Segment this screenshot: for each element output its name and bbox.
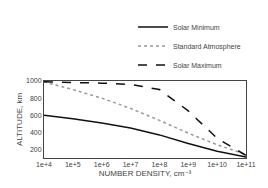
svg-text:200: 200: [30, 146, 42, 153]
svg-text:Standard Atmosphere: Standard Atmosphere: [173, 43, 241, 51]
svg-text:Solar Maximum: Solar Maximum: [173, 62, 222, 69]
svg-text:1e+4: 1e+4: [36, 161, 52, 168]
svg-text:800: 800: [30, 95, 42, 102]
svg-text:Solar Minimum: Solar Minimum: [173, 24, 220, 31]
svg-text:1e+7: 1e+7: [123, 161, 139, 168]
svg-text:1e+9: 1e+9: [180, 161, 196, 168]
svg-text:1e+5: 1e+5: [65, 161, 81, 168]
svg-text:ALTITUDE, km: ALTITUDE, km: [15, 93, 24, 147]
svg-text:1e+6: 1e+6: [94, 161, 110, 168]
svg-text:1e+11: 1e+11: [236, 161, 255, 168]
svg-text:1e+8: 1e+8: [152, 161, 168, 168]
svg-text:400: 400: [30, 129, 42, 136]
svg-text:1000: 1000: [26, 77, 42, 84]
svg-text:NUMBER DENSITY, cm⁻³: NUMBER DENSITY, cm⁻³: [99, 169, 192, 178]
svg-text:1e+10: 1e+10: [207, 161, 227, 168]
svg-text:600: 600: [30, 112, 42, 119]
